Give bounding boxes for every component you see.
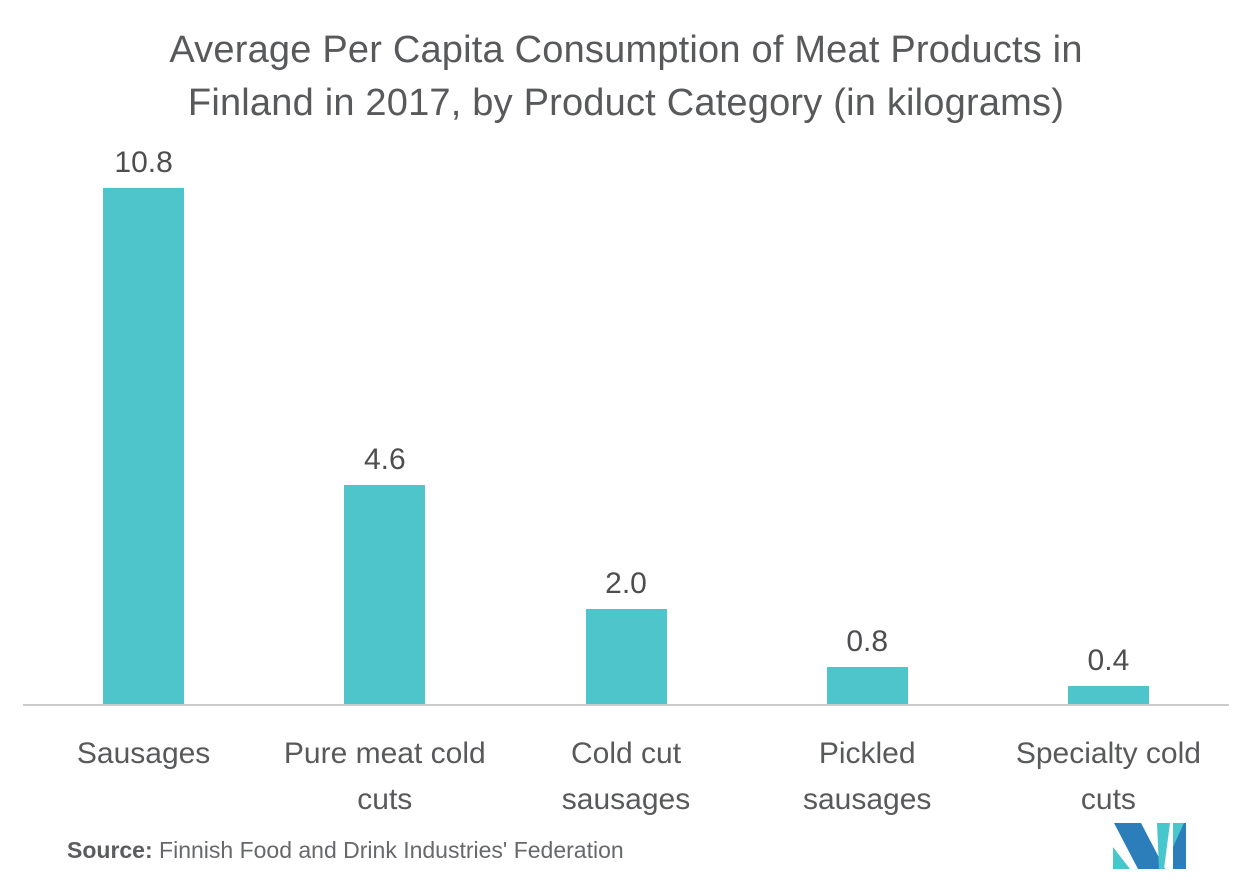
bar-group-pure-meat-cold-cuts: 4.6: [264, 140, 505, 705]
plot-area: 10.8 4.6 2.0 0.8 0.4: [23, 140, 1229, 705]
source-text: Finnish Food and Drink Industries' Feder…: [152, 837, 624, 863]
logo-blue-diagonal: [1114, 823, 1165, 869]
category-label-sausages: Sausages: [76, 737, 211, 770]
brand-logo-icon: [1113, 823, 1186, 869]
category-label-specialty-cold-cuts: Specialty cold cuts: [1015, 737, 1201, 816]
logo-teal-left-triangle: [1113, 847, 1130, 869]
bar-pure-meat-cold-cuts: [344, 485, 426, 705]
logo-teal-right-cap: [1173, 823, 1184, 847]
bar-group-specialty-cold-cuts: 0.4: [988, 140, 1229, 705]
chart-title: Average Per Capita Consumption of Meat P…: [169, 29, 1083, 124]
value-label: 2.0: [605, 567, 647, 600]
value-label: 4.6: [363, 443, 406, 476]
category-label-pure-meat-cold-cuts: Pure meat cold cuts: [283, 737, 486, 816]
source-note: Source: Finnish Food and Drink Industrie…: [67, 837, 624, 864]
category-label-cold-cut-sausages: Cold cut sausages: [561, 737, 691, 816]
bar-group-pickled-sausages: 0.8: [747, 140, 988, 705]
value-label: 0.8: [846, 625, 889, 658]
bar-group-sausages: 10.8: [23, 140, 264, 705]
bar-pickled-sausages: [826, 667, 908, 705]
value-label: 10.8: [114, 146, 173, 179]
source-label: Source:: [67, 837, 153, 863]
logo-teal-middle-stroke: [1157, 823, 1170, 869]
bar-group-cold-cut-sausages: 2.0: [505, 140, 746, 705]
x-axis-labels: Sausages Pure meat cold cuts Cold cut sa…: [23, 731, 1229, 823]
category-label-pickled-sausages: Pickled sausages: [802, 737, 932, 816]
value-label: 0.4: [1087, 644, 1130, 677]
bar-cold-cut-sausages: [585, 609, 667, 705]
bar-specialty-cold-cuts: [1067, 686, 1149, 705]
x-axis-line: [23, 704, 1229, 706]
bar-sausages: [103, 188, 185, 705]
